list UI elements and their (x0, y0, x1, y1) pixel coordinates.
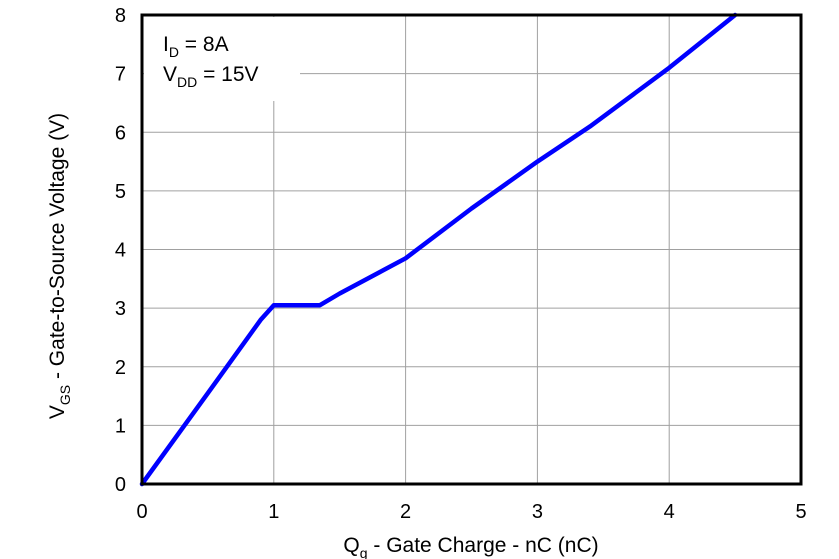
y-tick-label: 0 (115, 474, 126, 496)
x-tick-label: 0 (136, 501, 147, 523)
x-tick-label: 2 (400, 501, 411, 523)
y-tick-label: 5 (115, 181, 126, 203)
y-tick-label: 1 (115, 415, 126, 437)
y-axis-label: VGS - Gate-to-Source Voltage (V) (46, 113, 73, 419)
annotation-vdd: VDD = 15V (163, 63, 259, 90)
y-tick-label: 7 (115, 64, 126, 86)
x-tick-label: 5 (795, 501, 806, 523)
y-tick-label: 2 (115, 357, 126, 379)
y-tick-labels: 0 1 2 3 4 5 6 7 8 (115, 5, 126, 496)
x-tick-label: 4 (664, 501, 675, 523)
y-tick-label: 6 (115, 122, 126, 144)
y-tick-label: 3 (115, 298, 126, 320)
x-tick-labels: 0 1 2 3 4 5 (136, 501, 806, 523)
x-tick-label: 3 (532, 501, 543, 523)
plot-frame (140, 13, 803, 486)
annotation-background (144, 17, 300, 101)
x-tick-label: 1 (268, 501, 279, 523)
vgs-curve (139, 12, 738, 487)
y-tick-label: 8 (115, 5, 126, 27)
y-tick-label: 4 (115, 240, 126, 262)
x-axis-label: Qg - Gate Charge - nC (nC) (343, 534, 598, 559)
annotation-id: ID = 8A (163, 33, 229, 60)
